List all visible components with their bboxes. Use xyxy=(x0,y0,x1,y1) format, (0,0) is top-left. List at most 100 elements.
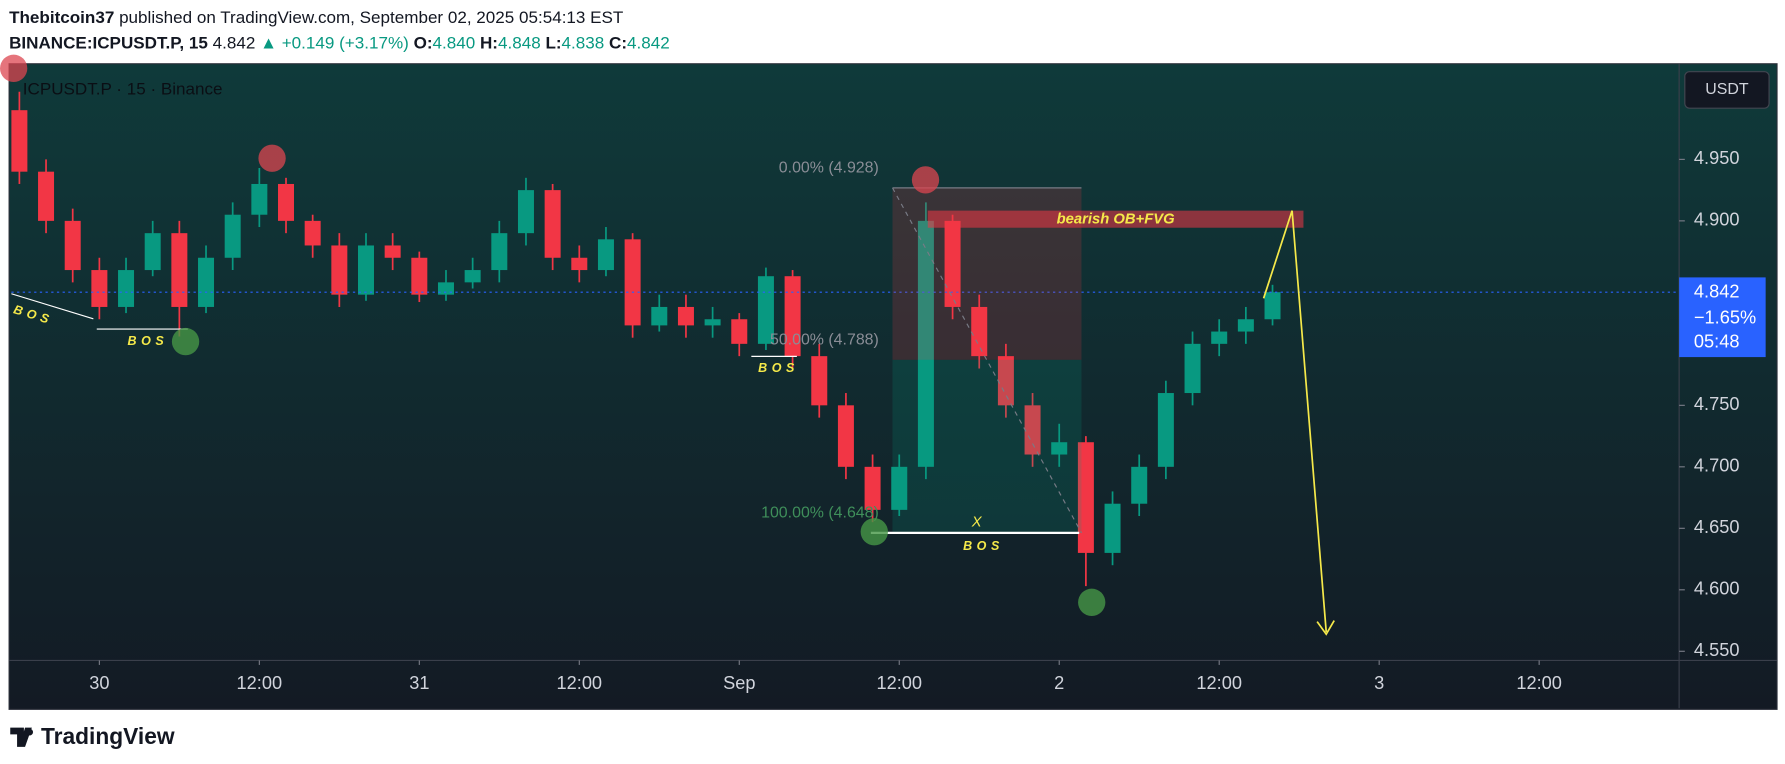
x-tick-label: 31 xyxy=(409,673,429,693)
o-label: O: xyxy=(414,33,433,52)
price-tag: 4.842 −1.65% 05:48 xyxy=(1679,277,1766,358)
brand: TradingView xyxy=(41,723,175,749)
candle-body xyxy=(544,190,561,258)
logo-dot xyxy=(26,728,34,736)
candle-body xyxy=(571,257,588,271)
candle-body xyxy=(891,466,908,510)
candle-body xyxy=(651,306,668,326)
candle-body xyxy=(331,245,348,295)
reward-zone xyxy=(892,359,1082,533)
candle-body xyxy=(1157,393,1174,467)
up-arrow: ▲ xyxy=(260,33,277,52)
candle-body xyxy=(144,233,161,271)
published: published on TradingView.com, September … xyxy=(119,8,624,27)
candle-body xyxy=(464,270,481,283)
last-change: −1.65% xyxy=(1694,308,1756,328)
h-label: H: xyxy=(480,33,498,52)
swing-low xyxy=(860,518,888,546)
chart-bg xyxy=(8,63,1778,710)
bos-label: BOS xyxy=(128,334,169,348)
header-line: Thebitcoin37 published on TradingView.co… xyxy=(9,8,624,27)
candle-body xyxy=(864,466,881,510)
candle-body xyxy=(224,214,241,258)
candle-body xyxy=(64,220,81,271)
candle-body xyxy=(118,270,135,307)
change: +0.149 (+3.17%) xyxy=(282,33,409,52)
x-tick-label: 12:00 xyxy=(237,673,283,693)
swing-high xyxy=(258,144,286,172)
swing-low xyxy=(171,327,200,356)
x-tick-label: 12:00 xyxy=(557,673,603,693)
candle-body xyxy=(198,257,215,307)
candle-body xyxy=(491,233,508,271)
y-tick-label: 4.950 xyxy=(1694,148,1740,168)
candle-body xyxy=(91,270,108,307)
bos-line xyxy=(11,293,94,320)
swing-low xyxy=(1078,588,1106,616)
drawings: bearish OB+FVG 0.00% (4.928) 50.00% (4.7… xyxy=(0,54,1335,636)
candle-body xyxy=(837,405,854,467)
c-value: 4.842 xyxy=(627,33,670,52)
y-tick-label: 4.900 xyxy=(1694,210,1740,230)
bos-label: BOS xyxy=(963,539,1004,553)
fib-label: 50.00% (4.788) xyxy=(770,332,879,349)
candle-body xyxy=(1024,405,1041,455)
projection-arrow xyxy=(1262,210,1328,632)
candle-body xyxy=(971,306,988,357)
x-tick-label: 12:00 xyxy=(876,673,922,693)
candle-body xyxy=(251,183,268,215)
plot: 4.950 4.900 4.750 4.700 4.650 4.600 4.550 30 12:… xyxy=(11,91,1740,693)
c-label: C: xyxy=(609,33,627,52)
x-tick-label: 2 xyxy=(1054,673,1064,693)
arrow-head xyxy=(1316,620,1335,636)
swing-high xyxy=(911,166,940,194)
y-tick-label: 4.750 xyxy=(1694,394,1740,414)
candle-body xyxy=(917,220,934,467)
fib-label: 100.00% (4.648) xyxy=(761,505,879,522)
x-label: X xyxy=(971,515,983,531)
symbol: BINANCE:ICPUSDT.P, 15 xyxy=(9,33,208,52)
y-tick-label: 4.600 xyxy=(1694,579,1740,599)
candle-body xyxy=(357,245,374,295)
candle-body xyxy=(704,319,721,326)
x-tick-label: Sep xyxy=(723,673,755,693)
candle-body xyxy=(757,276,774,344)
candle-body xyxy=(437,282,454,295)
l-value: 4.838 xyxy=(562,33,605,52)
fib-trend xyxy=(892,187,1082,534)
candle-body xyxy=(944,220,961,307)
footer-logo: TradingView xyxy=(10,723,175,749)
candle-body xyxy=(304,220,321,246)
last-price: 4.842 xyxy=(1694,281,1740,301)
y-tick-label: 4.650 xyxy=(1694,517,1740,537)
x-tick-label: 3 xyxy=(1374,673,1384,693)
candle-body xyxy=(784,276,801,357)
candle-body xyxy=(38,171,55,221)
candle-body xyxy=(731,319,748,344)
last: 4.842 xyxy=(213,33,256,52)
x-tick-label: 12:00 xyxy=(1516,673,1562,693)
candle-body xyxy=(1264,292,1281,320)
candle-body xyxy=(1184,343,1201,394)
currency-button[interactable] xyxy=(1684,71,1770,109)
candle-body xyxy=(11,110,28,172)
candle-body xyxy=(624,239,641,326)
author: Thebitcoin37 xyxy=(9,8,114,27)
candle-body xyxy=(811,356,828,406)
x-tick-label: 12:00 xyxy=(1196,673,1242,693)
zone-label: bearish OB+FVG xyxy=(1057,212,1175,228)
price-tag-bg xyxy=(1679,277,1766,358)
l-label: L: xyxy=(545,33,561,52)
y-tick-label: 4.550 xyxy=(1694,640,1740,660)
candle-body xyxy=(1077,442,1094,553)
candle-body xyxy=(278,183,295,221)
candle-body xyxy=(677,306,694,326)
candle-body xyxy=(1104,503,1121,553)
candle-body xyxy=(997,356,1014,406)
swing-high xyxy=(0,54,28,82)
candle-body xyxy=(1237,319,1254,332)
currency[interactable]: USDT xyxy=(1705,81,1749,98)
h-value: 4.848 xyxy=(498,33,541,52)
countdown: 05:48 xyxy=(1694,332,1740,352)
